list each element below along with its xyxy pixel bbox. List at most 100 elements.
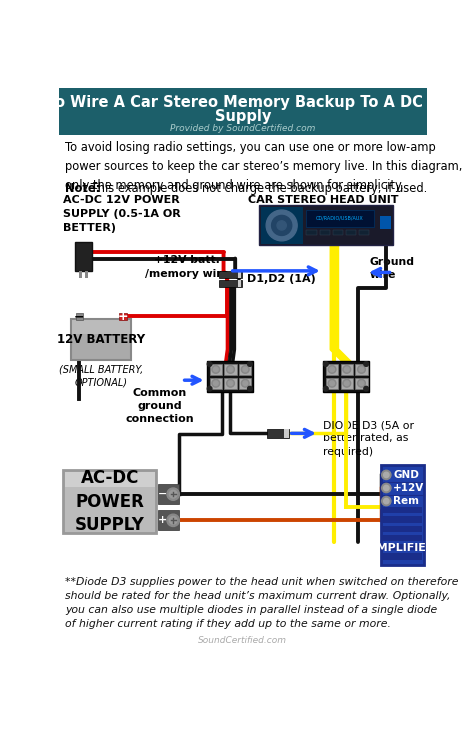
Bar	[64, 472, 155, 487]
Text: D1,D2 (1A): D1,D2 (1A)	[247, 274, 316, 284]
Text: +12V batt.
/memory wire: +12V batt. /memory wire	[145, 255, 229, 279]
Bar	[326, 364, 338, 374]
Bar	[79, 271, 82, 278]
Bar	[219, 271, 242, 278]
Bar	[323, 361, 369, 392]
Bar	[63, 470, 156, 534]
Circle shape	[213, 367, 218, 372]
Bar	[341, 378, 353, 388]
Circle shape	[383, 499, 389, 504]
Text: +12V: +12V	[393, 483, 425, 493]
Circle shape	[227, 366, 235, 373]
Bar	[380, 216, 391, 228]
Circle shape	[212, 366, 219, 373]
Bar	[359, 230, 369, 236]
Circle shape	[328, 366, 336, 373]
Circle shape	[228, 367, 233, 372]
Text: −: −	[158, 489, 167, 499]
Bar	[237, 271, 241, 278]
Text: AMPLIFIER: AMPLIFIER	[369, 543, 436, 553]
Circle shape	[345, 381, 349, 385]
Bar	[158, 510, 179, 531]
Bar	[267, 429, 289, 438]
Bar	[383, 544, 422, 550]
Circle shape	[328, 380, 336, 387]
Bar	[219, 280, 242, 287]
Text: Provided by SoundCertified.com: Provided by SoundCertified.com	[170, 124, 316, 133]
Text: 12V BATTERY: 12V BATTERY	[57, 333, 145, 346]
Circle shape	[324, 362, 328, 366]
Circle shape	[272, 215, 292, 236]
Circle shape	[241, 380, 249, 387]
Circle shape	[243, 367, 247, 372]
Text: Common
ground
connection: Common ground connection	[126, 388, 194, 424]
Bar	[383, 517, 422, 523]
Bar	[261, 207, 302, 244]
Circle shape	[382, 470, 391, 480]
Text: Ground
wire: Ground wire	[369, 257, 414, 280]
Text: AC-DC 12V POWER
SUPPLY (0.5-1A OR
BETTER): AC-DC 12V POWER SUPPLY (0.5-1A OR BETTER…	[63, 196, 181, 233]
Circle shape	[169, 517, 177, 524]
Bar	[307, 230, 317, 236]
Text: CD/RADIO/USB/AUX: CD/RADIO/USB/AUX	[316, 216, 364, 221]
Text: Note:: Note:	[65, 182, 100, 194]
Circle shape	[207, 362, 212, 366]
Circle shape	[277, 220, 286, 230]
Bar	[59, 88, 427, 135]
Circle shape	[212, 380, 219, 387]
Bar	[237, 280, 241, 287]
Text: Supply: Supply	[215, 110, 271, 124]
Text: This example does not charge the backup battery, if used.: This example does not charge the backup …	[87, 182, 428, 194]
Text: GND: GND	[393, 470, 419, 480]
Circle shape	[207, 386, 212, 391]
Circle shape	[357, 366, 365, 373]
Text: CAR STEREO HEAD UNIT: CAR STEREO HEAD UNIT	[247, 196, 398, 205]
Bar	[75, 313, 83, 320]
Circle shape	[330, 367, 334, 372]
Circle shape	[167, 514, 179, 526]
Circle shape	[383, 472, 389, 477]
Bar	[346, 230, 356, 236]
Bar	[383, 526, 422, 532]
Bar	[210, 364, 222, 374]
Text: +: +	[158, 515, 167, 526]
Bar	[224, 378, 237, 388]
Bar	[71, 318, 131, 360]
Bar	[119, 313, 127, 320]
Bar	[306, 210, 374, 227]
Circle shape	[169, 491, 177, 498]
Text: How To Wire A Car Stereo Memory Backup To A DC Power: How To Wire A Car Stereo Memory Backup T…	[6, 96, 474, 110]
Circle shape	[167, 488, 179, 500]
Circle shape	[383, 485, 389, 491]
Bar	[239, 378, 251, 388]
Bar	[73, 320, 130, 334]
Text: To avoid losing radio settings, you can use one or more low-amp
power sources to: To avoid losing radio settings, you can …	[65, 142, 463, 191]
Bar	[210, 378, 222, 388]
Circle shape	[227, 380, 235, 387]
Circle shape	[359, 367, 364, 372]
Circle shape	[359, 381, 364, 385]
Circle shape	[343, 366, 351, 373]
Bar	[326, 378, 338, 388]
Bar	[333, 230, 343, 236]
Bar	[341, 364, 353, 374]
Circle shape	[324, 386, 328, 391]
Bar	[383, 535, 422, 541]
Bar	[383, 553, 422, 560]
Text: Rem: Rem	[393, 496, 419, 506]
Text: AC-DC
POWER
SUPPLY: AC-DC POWER SUPPLY	[75, 469, 145, 534]
Text: +: +	[118, 310, 128, 323]
Circle shape	[345, 367, 349, 372]
Bar	[207, 361, 253, 392]
Text: DIODE D3 (5A or
better rated, as
required): DIODE D3 (5A or better rated, as require…	[323, 420, 414, 457]
Circle shape	[213, 381, 218, 385]
Bar	[75, 242, 92, 271]
Bar	[356, 378, 368, 388]
Text: SoundCertified.com: SoundCertified.com	[199, 636, 287, 645]
Bar	[259, 205, 392, 245]
Text: (SMALL BATTERY,
OPTIONAL): (SMALL BATTERY, OPTIONAL)	[59, 365, 143, 387]
Circle shape	[343, 380, 351, 387]
Text: **Diode D3 supplies power to the head unit when switched on therefore
should be : **Diode D3 supplies power to the head un…	[65, 577, 459, 629]
Circle shape	[228, 381, 233, 385]
Bar	[383, 507, 422, 513]
